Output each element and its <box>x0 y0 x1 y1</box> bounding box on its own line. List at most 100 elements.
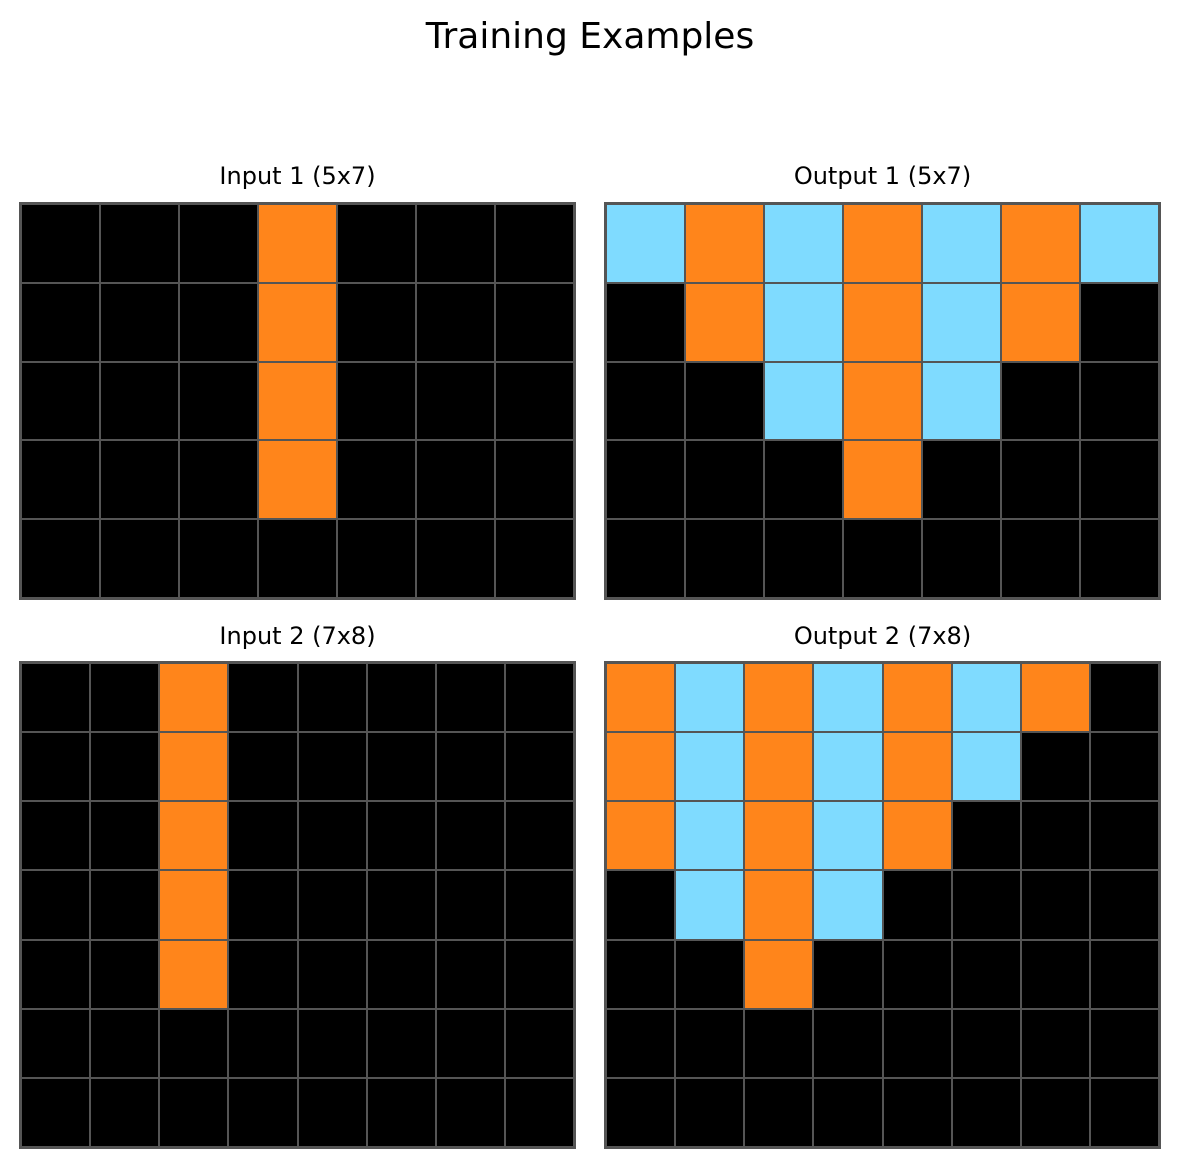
grid-cell <box>298 871 366 939</box>
grid-cell <box>607 871 675 939</box>
grid-cell <box>259 362 336 440</box>
grid-cell <box>259 205 336 282</box>
grid-cell <box>765 283 842 361</box>
grid-cell <box>160 802 228 870</box>
grid-cell <box>101 283 178 361</box>
grid-cell <box>686 362 763 440</box>
grid-cell <box>686 441 763 519</box>
grid-cell <box>367 802 435 870</box>
grid-cell <box>745 940 813 1008</box>
grid-cell <box>1021 664 1089 732</box>
grid-cell <box>607 205 684 282</box>
grid-cell <box>1021 1009 1089 1077</box>
panel-title-output-1: Output 1 (5x7) <box>793 162 972 190</box>
grid-cell <box>229 802 297 870</box>
grid-cell <box>745 733 813 801</box>
grid-cell <box>22 520 99 597</box>
grid-cell <box>923 283 1000 361</box>
figure-title: Training Examples <box>425 16 755 57</box>
grid-cell <box>180 362 257 440</box>
grid-cell <box>1021 1078 1089 1146</box>
grid-cell <box>923 362 1000 440</box>
grid-cell <box>367 664 435 732</box>
grid-cell <box>607 1078 675 1146</box>
grid-cell <box>417 283 494 361</box>
grid-cell <box>607 520 684 597</box>
grid-cell <box>676 802 744 870</box>
grid-cell <box>1002 205 1079 282</box>
grid-cell <box>607 664 675 732</box>
grid-cell <box>417 205 494 282</box>
grid-cell <box>367 940 435 1008</box>
grid-cell <box>229 1078 297 1146</box>
grid-cell <box>338 520 415 597</box>
grid-input-2 <box>19 661 576 1149</box>
grid-cell <box>417 520 494 597</box>
grid-cell <box>298 1078 366 1146</box>
grid-cell <box>765 520 842 597</box>
grid-cell <box>814 1009 882 1077</box>
grid-cell <box>91 664 159 732</box>
grid-output-1 <box>604 202 1161 600</box>
grid-cell <box>505 733 573 801</box>
grid-cell <box>844 520 921 597</box>
grid-cell <box>417 441 494 519</box>
grid-cell <box>367 1009 435 1077</box>
grid-cell <box>91 871 159 939</box>
grid-cell <box>607 283 684 361</box>
grid-cell <box>229 940 297 1008</box>
grid-cell <box>180 205 257 282</box>
grid-cell <box>229 664 297 732</box>
grid-cell <box>22 283 99 361</box>
grid-cell <box>367 871 435 939</box>
grid-cell <box>436 664 504 732</box>
grid-cell <box>298 664 366 732</box>
grid-cell <box>923 520 1000 597</box>
grid-cell <box>952 664 1020 732</box>
grid-cell <box>676 940 744 1008</box>
grid-cell <box>259 520 336 597</box>
grid-cell <box>686 205 763 282</box>
grid-cell <box>367 733 435 801</box>
grid-cell <box>607 362 684 440</box>
grid-cell <box>952 802 1020 870</box>
grid-cell <box>676 1009 744 1077</box>
grid-cell <box>814 1078 882 1146</box>
grid-cell <box>496 205 573 282</box>
grid-cell <box>1081 205 1158 282</box>
grid-cell <box>22 871 90 939</box>
panel-title-input-2: Input 2 (7x8) <box>219 622 376 650</box>
grid-cell <box>22 362 99 440</box>
grid-cell <box>607 441 684 519</box>
grid-cell <box>436 733 504 801</box>
grid-cell <box>160 733 228 801</box>
grid-cell <box>180 520 257 597</box>
grid-cell <box>607 802 675 870</box>
grid-cell <box>1081 441 1158 519</box>
grid-cell <box>91 940 159 1008</box>
grid-cell <box>844 441 921 519</box>
grid-cell <box>923 205 1000 282</box>
panel-title-input-1: Input 1 (5x7) <box>219 162 376 190</box>
grid-cell <box>745 1078 813 1146</box>
grid-cell <box>101 441 178 519</box>
grid-cell <box>844 362 921 440</box>
grid-cell <box>367 1078 435 1146</box>
grid-cell <box>298 733 366 801</box>
grid-cell <box>814 664 882 732</box>
grid-cell <box>1081 283 1158 361</box>
grid-cell <box>101 362 178 440</box>
grid-cell <box>160 1078 228 1146</box>
grid-cell <box>298 940 366 1008</box>
grid-cell <box>1090 1078 1158 1146</box>
grid-cell <box>298 1009 366 1077</box>
grid-cell <box>91 802 159 870</box>
grid-cell <box>745 871 813 939</box>
grid-cell <box>765 205 842 282</box>
grid-cell <box>229 1009 297 1077</box>
grid-cell <box>745 802 813 870</box>
grid-cell <box>1021 871 1089 939</box>
grid-cell <box>952 733 1020 801</box>
grid-cell <box>814 940 882 1008</box>
grid-cell <box>1090 664 1158 732</box>
